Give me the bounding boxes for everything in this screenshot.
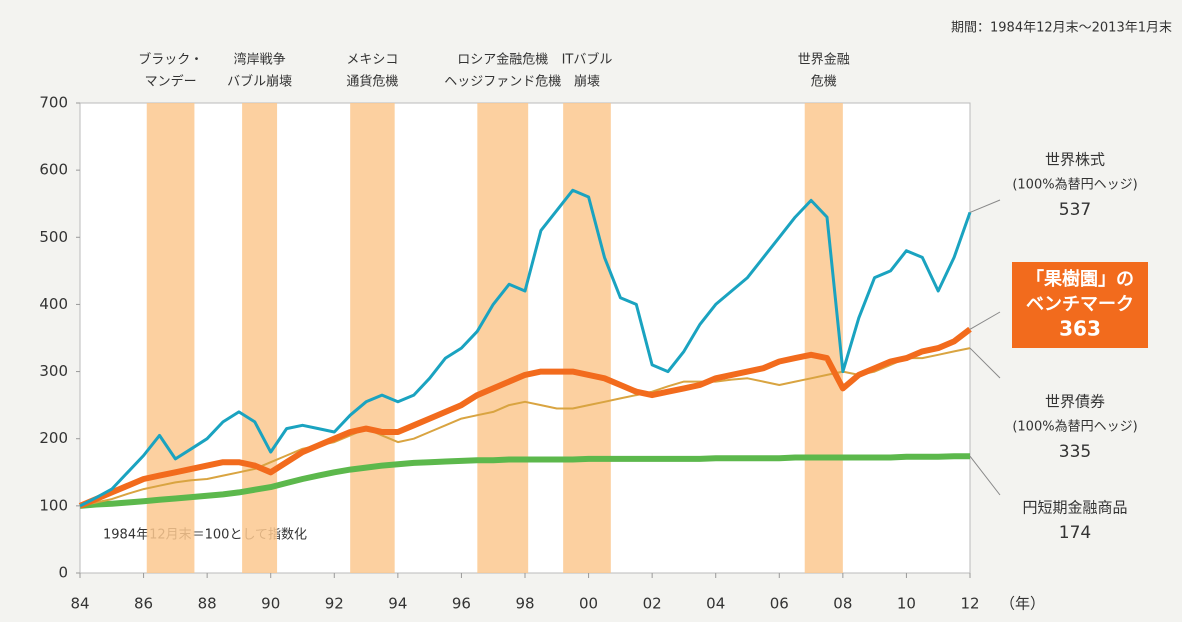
leader-line	[969, 311, 1001, 330]
x-tick-label: 98	[515, 595, 534, 613]
x-tick-label: 04	[706, 595, 725, 613]
period-label: バブル崩壊	[227, 74, 292, 90]
x-axis-label: （年）	[1000, 595, 1045, 613]
leader-line	[969, 347, 1001, 379]
y-tick-label: 300	[39, 362, 68, 380]
period-label: メキシコ	[346, 53, 398, 68]
period-note: 期間：1984年12月末〜2013年1月末	[951, 21, 1172, 36]
end-value-label: 335	[1059, 442, 1091, 462]
series-line	[78, 326, 972, 509]
period-label: 湾岸戦争	[234, 52, 286, 68]
y-tick-label: 400	[39, 295, 68, 313]
series-label: 世界債券	[1045, 393, 1105, 411]
period-label: ITバブル	[562, 52, 613, 68]
x-tick-label: 00	[579, 595, 598, 613]
leader-line	[969, 455, 1001, 496]
shaded-period	[477, 103, 529, 573]
series-label: 円短期金融商品	[1022, 499, 1127, 517]
series-label: (100%為替円ヘッジ)	[1012, 419, 1137, 435]
series-line	[79, 453, 970, 509]
shaded-period	[804, 103, 843, 573]
y-tick-label: 500	[39, 228, 68, 246]
x-tick-label: 02	[643, 595, 662, 613]
label-box	[1012, 262, 1148, 348]
x-tick-label: 10	[897, 595, 916, 613]
y-tick-label: 200	[39, 429, 68, 447]
y-tick-label: 100	[39, 496, 68, 514]
period-label: 崩壊	[574, 75, 600, 90]
series-label: (100%為替円ヘッジ)	[1012, 177, 1137, 193]
period-label: マンデー	[145, 74, 197, 90]
x-tick-label: 94	[388, 595, 407, 613]
series-label: ベンチマーク	[1026, 294, 1134, 315]
x-tick-label: 06	[770, 595, 789, 613]
period-label: 通貨危機	[346, 74, 398, 90]
x-tick-label: 08	[833, 595, 852, 613]
leader-line	[969, 199, 1001, 213]
y-tick-label: 0	[58, 564, 68, 582]
x-tick-label: 12	[960, 595, 979, 613]
period-label: ロシア金融危機	[457, 52, 548, 68]
end-value-label: 174	[1059, 523, 1091, 543]
shaded-period	[242, 103, 278, 573]
x-tick-label: 88	[198, 595, 217, 613]
x-tick-label: 86	[134, 595, 153, 613]
x-tick-label: 96	[452, 595, 471, 613]
shaded-period	[350, 103, 395, 573]
end-value-label: 537	[1059, 200, 1091, 220]
series-label: 世界株式	[1045, 151, 1105, 169]
y-tick-label: 600	[39, 161, 68, 179]
series-line	[79, 188, 972, 508]
period-label: ヘッジファンド危機	[444, 75, 561, 90]
x-tick-label: 90	[261, 595, 280, 613]
period-label: 世界金融	[798, 52, 850, 68]
y-tick-label: 700	[39, 94, 68, 112]
series-label: 「果樹園」の	[1026, 268, 1134, 290]
period-label: ブラック・	[138, 52, 203, 68]
shaded-period	[563, 103, 611, 573]
x-tick-label: 84	[70, 595, 89, 613]
series-line	[79, 347, 971, 507]
period-label: 危機	[811, 75, 837, 90]
end-value-label: 363	[1059, 317, 1101, 341]
x-tick-label: 92	[325, 595, 344, 613]
